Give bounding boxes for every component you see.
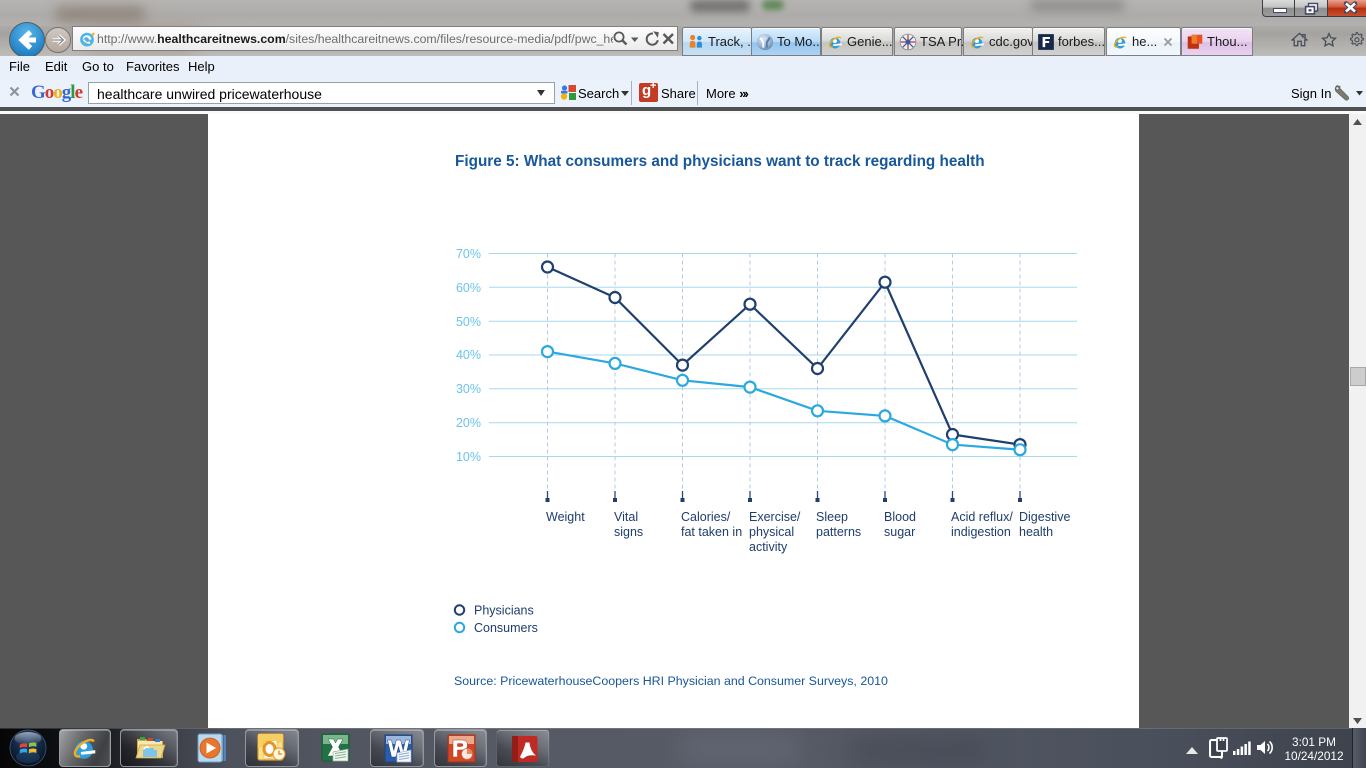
svg-text:20%: 20% (456, 416, 481, 430)
svg-text:Acid reflux/: Acid reflux/ (951, 510, 1013, 524)
svg-text:Consumers: Consumers (474, 621, 538, 635)
svg-text:Figure 5: What consumers and p: Figure 5: What consumers and physicians … (455, 153, 985, 170)
svg-text:30%: 30% (456, 382, 481, 396)
svg-text:patterns: patterns (816, 525, 861, 539)
svg-text:Calories/: Calories/ (681, 510, 731, 524)
svg-text:Blood: Blood (884, 510, 916, 524)
svg-text:10%: 10% (456, 450, 481, 464)
svg-text:activity: activity (749, 540, 788, 554)
svg-text:indigestion: indigestion (951, 525, 1011, 539)
svg-text:Weight: Weight (546, 510, 585, 524)
svg-text:Vital: Vital (614, 510, 638, 524)
svg-text:sugar: sugar (884, 525, 915, 539)
svg-text:Digestive: Digestive (1019, 510, 1070, 524)
svg-text:fat taken in: fat taken in (681, 525, 742, 539)
svg-text:physical: physical (749, 525, 794, 539)
svg-text:health: health (1019, 525, 1053, 539)
svg-text:Exercise/: Exercise/ (749, 510, 801, 524)
svg-text:40%: 40% (456, 348, 481, 362)
svg-text:60%: 60% (456, 281, 481, 295)
svg-text:Sleep: Sleep (816, 510, 848, 524)
svg-text:50%: 50% (456, 315, 481, 329)
svg-text:Physicians: Physicians (474, 604, 534, 618)
svg-text:Source: PricewaterhouseCoopers: Source: PricewaterhouseCoopers HRI Physi… (454, 674, 888, 688)
svg-text:signs: signs (614, 525, 643, 539)
svg-text:70%: 70% (456, 247, 481, 261)
